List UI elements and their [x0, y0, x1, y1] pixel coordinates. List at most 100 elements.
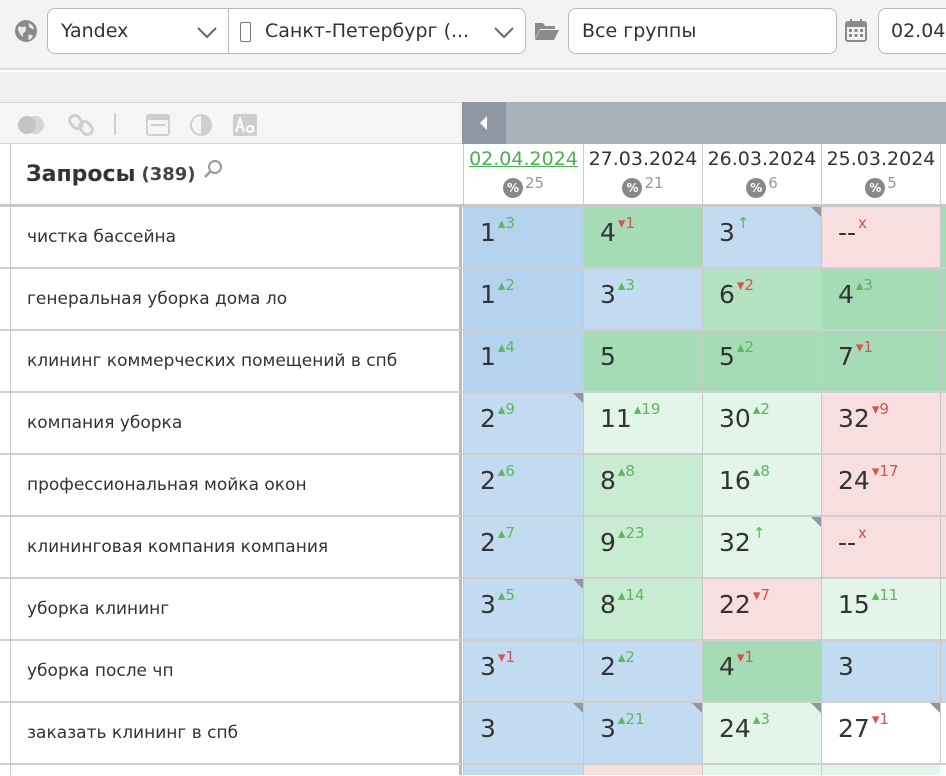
contrast-icon[interactable] — [188, 113, 216, 137]
percent-icon[interactable]: % — [746, 178, 767, 198]
search-engine-value: Yandex — [61, 20, 129, 42]
date-column-header[interactable]: 26.03.2024% 6 — [702, 144, 821, 204]
position-cell[interactable]: 16 ▴8 — [702, 455, 821, 515]
position-cell[interactable]: 6 ▾2 — [702, 269, 821, 329]
query-cell[interactable]: чистка бассейна — [10, 207, 462, 267]
grid-header: Запросы (389) 02.04.2024% 25 27.03.2024% 21… — [0, 144, 946, 207]
position-cell[interactable]: 3 — [463, 703, 583, 763]
position-change: ▴3 — [497, 214, 515, 232]
search-engine-select[interactable]: Yandex — [47, 8, 229, 54]
position-cell[interactable]: 2 ▴9 — [463, 393, 583, 453]
position-cell[interactable]: 5 — [583, 331, 702, 391]
position-cell[interactable]: 3 ▴21 — [583, 703, 702, 763]
position-cell[interactable]: 24 ▴3 — [702, 703, 821, 763]
position-number: 30 — [719, 404, 751, 433]
position-cell[interactable]: 3 ▾1 — [463, 641, 583, 701]
position-value: 3 — [480, 714, 496, 743]
query-cell[interactable]: заказать клининг в спб — [10, 703, 462, 763]
position-cell[interactable]: 1 ▴3 — [463, 207, 583, 267]
position-cell[interactable]: 1 ▴2 — [463, 269, 583, 329]
date-label[interactable]: 27.03.2024 — [588, 148, 698, 170]
position-number: 32 — [838, 404, 870, 433]
position-number: 22 — [719, 590, 751, 619]
date-column-header[interactable]: 02.04.2024% 25 — [463, 144, 583, 204]
position-cell[interactable]: 2 ▴6 — [463, 455, 583, 515]
position-change: ▾1 — [736, 648, 754, 666]
position-cell[interactable]: 32 ↑ — [702, 517, 821, 577]
position-number: 3 — [480, 590, 496, 619]
position-value: -- x — [838, 524, 867, 557]
position-cell[interactable]: 1 ▴4 — [463, 331, 583, 391]
collapse-button[interactable] — [462, 102, 506, 144]
search-icon[interactable] — [202, 159, 224, 181]
query-cell[interactable]: компания уборка — [10, 393, 462, 453]
toggle-icon[interactable] — [15, 113, 47, 137]
date-value: 02.04. — [891, 20, 946, 42]
position-cell[interactable]: -- x — [821, 517, 940, 577]
folder-open-icon[interactable] — [533, 18, 561, 44]
position-cell[interactable]: 3 ↑ — [702, 207, 821, 267]
position-cell[interactable]: 30 ▴2 — [702, 393, 821, 453]
position-number: 1 — [480, 342, 496, 371]
calendar-icon[interactable] — [845, 18, 867, 44]
position-cell[interactable]: 2 ▴7 — [463, 517, 583, 577]
date-input[interactable]: 02.04. — [878, 8, 946, 54]
position-number: 3 — [480, 652, 496, 681]
query-cell[interactable]: клининг коммерческих помещений в спб — [10, 331, 462, 391]
position-change: ▴8 — [617, 462, 635, 480]
percent-icon[interactable]: % — [622, 178, 643, 198]
position-cell[interactable]: 8 ▴14 — [583, 579, 702, 639]
font-size-icon[interactable] — [231, 113, 259, 137]
position-cell[interactable]: 32 ▾9 — [821, 393, 940, 453]
position-cell[interactable]: 3 — [821, 641, 940, 701]
position-cell[interactable]: 9 ▴23 — [583, 517, 702, 577]
position-cell[interactable]: 4 ▾1 — [583, 207, 702, 267]
position-number: 24 — [719, 714, 751, 743]
position-change: ▾1 — [617, 214, 635, 232]
position-cell-partial — [940, 331, 946, 391]
query-cell[interactable]: уборка после чп — [10, 641, 462, 701]
position-cell[interactable]: -- x — [821, 207, 940, 267]
globe-icon[interactable] — [13, 18, 39, 44]
position-cell[interactable]: 27 ▾1 — [821, 703, 940, 763]
position-cell[interactable]: 2 ▴2 — [583, 641, 702, 701]
date-label[interactable]: 25.03.2024 — [826, 148, 936, 170]
date-column-header[interactable]: 25.03.2024% 5 — [821, 144, 940, 204]
percent-icon[interactable]: % — [502, 178, 523, 198]
position-cell — [463, 765, 583, 775]
window-icon[interactable] — [144, 113, 172, 137]
position-value: 30 ▴2 — [719, 400, 770, 433]
position-cell[interactable]: 15 ▴11 — [821, 579, 940, 639]
position-change: ▴8 — [752, 462, 770, 480]
cell-marker — [692, 703, 702, 713]
position-change: ▴11 — [871, 586, 899, 604]
cell-marker — [573, 393, 583, 403]
position-cell[interactable]: 4 ▾1 — [702, 641, 821, 701]
percent-icon[interactable]: % — [865, 178, 886, 198]
position-cell[interactable]: 11 ▴19 — [583, 393, 702, 453]
position-cell[interactable]: 24 ▾17 — [821, 455, 940, 515]
link-icon[interactable] — [68, 113, 96, 137]
tool-divider — [114, 113, 116, 135]
position-cell[interactable]: 4 ▴3 — [821, 269, 940, 329]
query-cell[interactable]: генеральная уборка дома ло — [10, 269, 462, 329]
position-value: 7 ▾1 — [838, 338, 873, 371]
position-cell[interactable]: 22 ▾7 — [702, 579, 821, 639]
position-cell[interactable]: 3 ▴3 — [583, 269, 702, 329]
position-cell[interactable]: 8 ▴8 — [583, 455, 702, 515]
region-select[interactable]: Санкт-Петербург (... — [228, 8, 526, 54]
date-label[interactable]: 26.03.2024 — [707, 148, 817, 170]
position-change: ▴14 — [617, 586, 645, 604]
position-cell[interactable]: 7 ▾1 — [821, 331, 940, 391]
table-row: клининг коммерческих помещений в спб 1 ▴4 5… — [0, 331, 946, 393]
query-cell[interactable]: клининговая компания компания — [10, 517, 462, 577]
position-change: ▴9 — [497, 400, 515, 418]
query-cell[interactable]: профессиональная мойка окон — [10, 455, 462, 515]
position-number: 4 — [838, 280, 854, 309]
date-label[interactable]: 02.04.2024 — [469, 148, 578, 170]
date-column-header[interactable]: 27.03.2024% 21 — [583, 144, 702, 204]
position-cell[interactable]: 3 ▴5 — [463, 579, 583, 639]
query-cell[interactable]: уборка клининг — [10, 579, 462, 639]
group-select[interactable]: Все группы — [568, 8, 837, 54]
position-cell[interactable]: 5 ▴2 — [702, 331, 821, 391]
